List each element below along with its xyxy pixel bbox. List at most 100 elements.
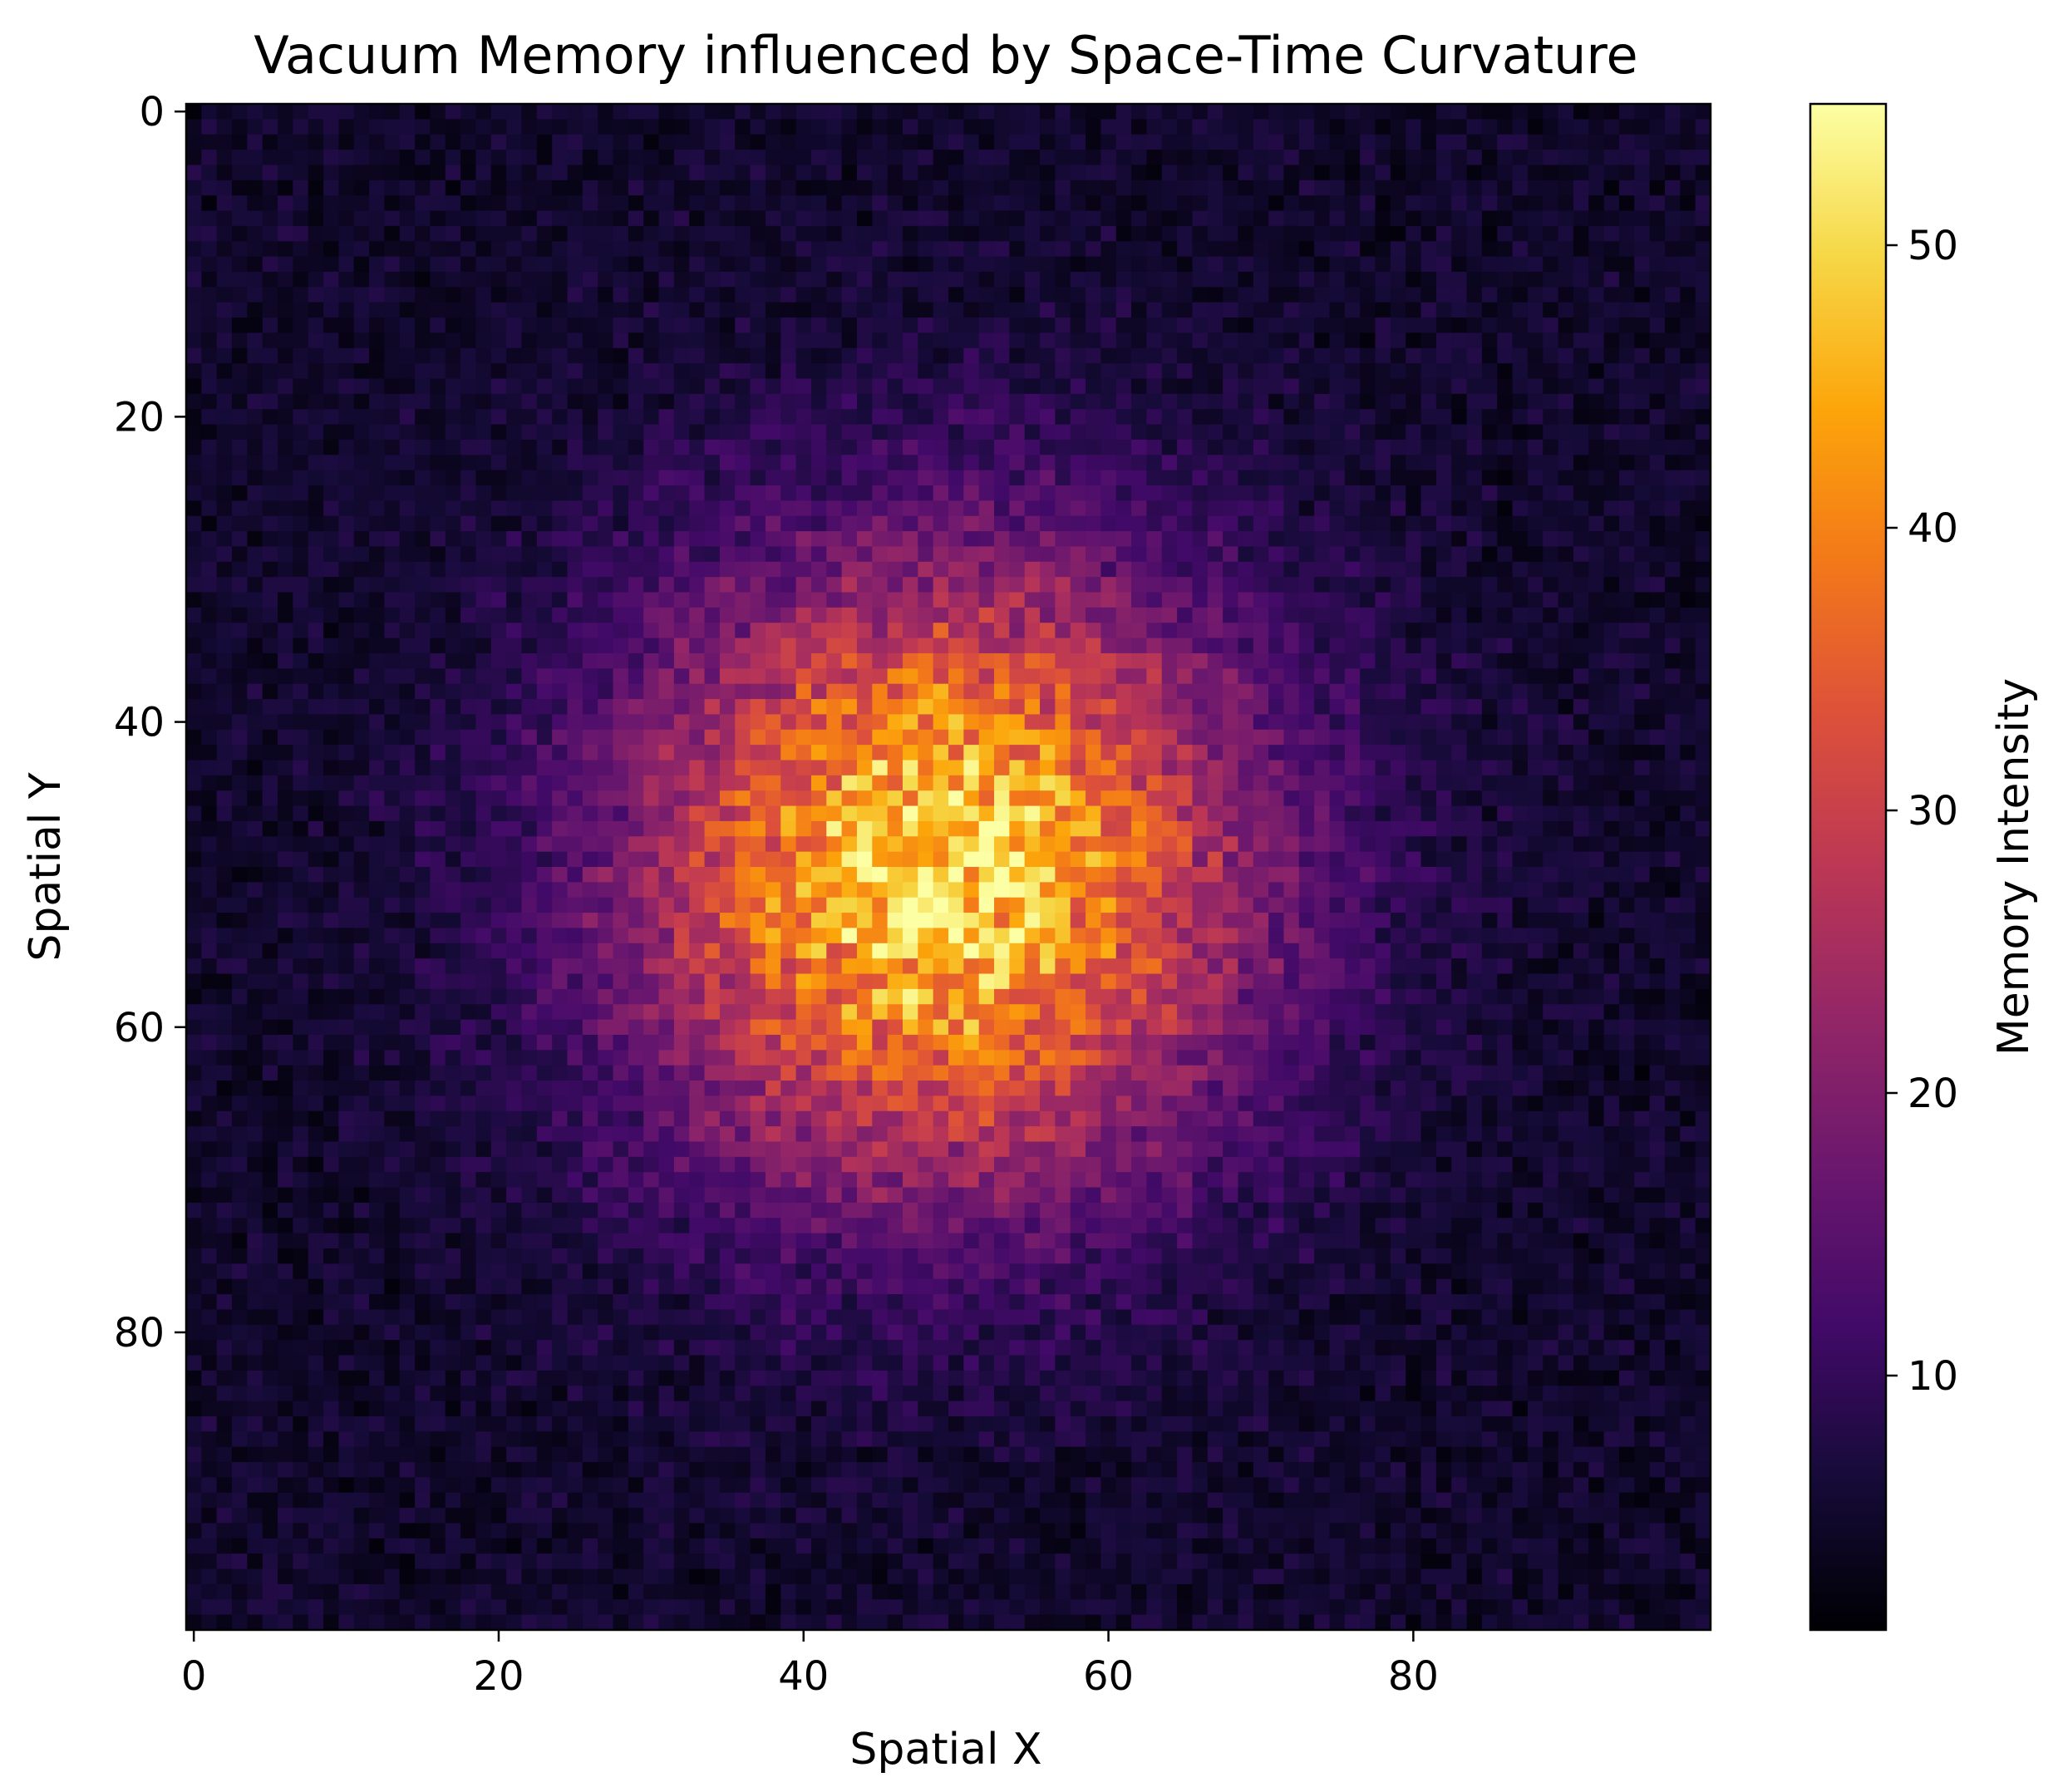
heatmap-cell: [735, 225, 751, 242]
heatmap-cell: [795, 607, 812, 623]
heatmap-cell: [582, 256, 598, 273]
heatmap-cell: [826, 729, 843, 746]
heatmap-cell: [1390, 256, 1406, 273]
heatmap-cell: [673, 455, 690, 471]
heatmap-cell: [1314, 180, 1331, 196]
heatmap-cell: [445, 195, 461, 212]
heatmap-cell: [780, 119, 797, 135]
heatmap-cell: [490, 699, 507, 715]
heatmap-cell: [460, 638, 477, 654]
heatmap-cell: [1238, 195, 1254, 212]
heatmap-cell: [1695, 393, 1711, 410]
heatmap-cell: [445, 546, 461, 563]
heatmap-cell: [506, 318, 523, 333]
heatmap-cell: [1512, 668, 1529, 685]
heatmap-cell: [628, 104, 644, 120]
heatmap-cell: [1634, 439, 1651, 455]
heatmap-cell: [750, 241, 766, 258]
heatmap-cell: [1543, 104, 1559, 120]
heatmap-cell: [1695, 409, 1711, 426]
heatmap-cell: [1390, 683, 1406, 700]
heatmap-cell: [1314, 515, 1331, 532]
heatmap-cell: [872, 729, 889, 746]
heatmap-cell: [735, 577, 751, 593]
heatmap-cell: [1512, 271, 1529, 288]
heatmap-cell: [689, 332, 706, 349]
heatmap-cell: [293, 683, 309, 700]
heatmap-cell: [750, 760, 766, 776]
heatmap-cell: [201, 378, 218, 395]
heatmap-cell: [475, 225, 492, 242]
heatmap-cell: [216, 745, 233, 761]
heatmap-cell: [1086, 500, 1101, 517]
heatmap-cell: [963, 500, 980, 517]
heatmap-cell: [475, 180, 492, 196]
heatmap-cell: [567, 150, 583, 166]
heatmap-cell: [201, 195, 218, 212]
heatmap-cell: [536, 455, 553, 471]
heatmap-cell: [1618, 225, 1635, 242]
heatmap-cell: [1207, 729, 1223, 746]
heatmap-cell: [1161, 195, 1178, 212]
heatmap-cell: [308, 745, 324, 761]
heatmap-cell: [673, 790, 690, 807]
heatmap-cell: [262, 683, 278, 700]
heatmap-cell: [1314, 729, 1331, 746]
heatmap-cell: [1512, 790, 1529, 807]
heatmap-cell: [475, 561, 492, 578]
heatmap-cell: [628, 195, 644, 212]
heatmap-cell: [1634, 271, 1651, 288]
heatmap-cell: [1420, 500, 1437, 517]
heatmap-cell: [1390, 210, 1406, 227]
heatmap-cell: [1420, 652, 1437, 669]
heatmap-cell: [216, 241, 233, 258]
heatmap-cell: [994, 683, 1010, 700]
heatmap-cell: [262, 745, 278, 761]
heatmap-cell: [1344, 638, 1361, 654]
heatmap-cell: [262, 119, 278, 135]
heatmap-cell: [856, 775, 873, 791]
heatmap-cell: [1040, 318, 1056, 333]
heatmap-cell: [643, 699, 660, 715]
heatmap-cell: [658, 455, 675, 471]
heatmap-cell: [750, 836, 766, 853]
heatmap-cell: [1253, 134, 1269, 150]
heatmap-cell: [1253, 470, 1269, 486]
heatmap-cell: [1603, 638, 1620, 654]
heatmap-cell: [948, 745, 964, 761]
heatmap-cell: [552, 119, 569, 135]
heatmap-cell: [902, 592, 918, 608]
heatmap-cell: [963, 790, 980, 807]
heatmap-cell: [918, 546, 934, 563]
heatmap-cell: [1223, 225, 1239, 242]
heatmap-cell: [1497, 378, 1514, 395]
heatmap-cell: [795, 210, 812, 227]
heatmap-cell: [826, 347, 843, 364]
heatmap-cell: [1420, 760, 1437, 776]
heatmap-cell: [1451, 393, 1468, 410]
heatmap-cell: [1055, 638, 1071, 654]
heatmap-cell: [918, 195, 934, 212]
heatmap-cell: [826, 561, 843, 578]
heatmap-cell: [1040, 745, 1056, 761]
heatmap-cell: [1100, 287, 1117, 303]
heatmap-cell: [582, 561, 598, 578]
heatmap-cell: [216, 500, 233, 517]
heatmap-cell: [552, 820, 569, 837]
heatmap-cell: [1406, 760, 1422, 776]
heatmap-cell: [994, 378, 1010, 395]
heatmap-cell: [1192, 775, 1209, 791]
heatmap-cell: [247, 577, 263, 593]
heatmap-cell: [765, 775, 781, 791]
heatmap-cell: [552, 165, 569, 181]
heatmap-cell: [780, 470, 797, 486]
heatmap-cell: [475, 195, 492, 212]
heatmap-cell: [1466, 378, 1483, 395]
heatmap-cell: [247, 165, 263, 181]
heatmap-cell: [369, 393, 386, 410]
heatmap-cell: [399, 210, 416, 227]
heatmap-cell: [278, 805, 293, 822]
heatmap-cell: [232, 347, 248, 364]
heatmap-cell: [262, 104, 278, 120]
heatmap-cell: [353, 302, 370, 318]
